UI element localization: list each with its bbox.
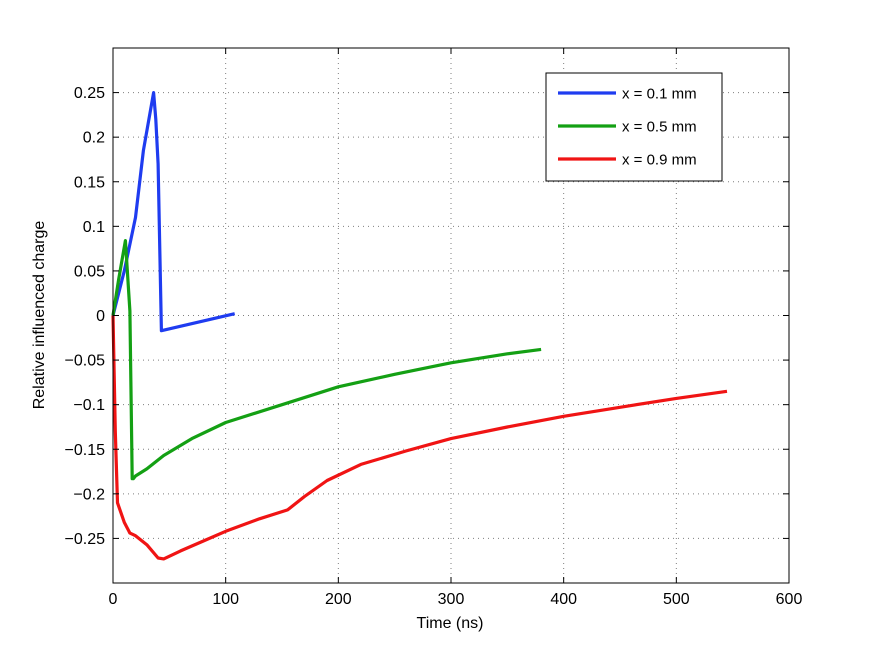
y-tick-label: −0.25 [65,531,106,548]
legend-label-2: x = 0.5 mm [622,119,697,136]
grid [113,48,789,583]
y-tick-label: 0 [96,308,105,325]
series-line-3 [111,315,728,561]
y-tick-label: −0.1 [73,397,105,414]
y-axis-label: Relative influenced charge [31,221,48,410]
x-tick-label: 400 [550,591,577,608]
legend-label-1: x = 0.1 mm [622,86,697,103]
x-tick-label: 300 [438,591,465,608]
x-tick-label: 500 [663,591,690,608]
y-tick-label: 0.25 [74,85,105,102]
legend: x = 0.1 mm x = 0.5 mm x = 0.9 mm [545,72,723,182]
x-axis-label: Time (ns) [417,615,484,632]
y-tick-label: −0.05 [65,353,106,370]
y-tick-label: −0.15 [65,442,106,459]
x-tick-label: 100 [212,591,239,608]
legend-label-3: x = 0.9 mm [622,152,697,169]
y-tick-label: 0.2 [83,130,105,147]
series-line-1 [111,90,236,333]
y-tick-label: 0.05 [74,263,105,280]
y-tick-label: 0.1 [83,219,105,236]
series-line-2 [111,239,542,481]
y-tick-label: 0.15 [74,174,105,191]
y-tick-label: −0.2 [73,486,105,503]
x-tick-label: 200 [325,591,352,608]
ticks: 0 100 200 300 400 500 600 −0.25 −0.2 −0.15 −0.1 −0.… [65,48,803,608]
x-tick-label: 600 [776,591,803,608]
series-group [111,90,728,561]
x-tick-label: 0 [109,591,118,608]
